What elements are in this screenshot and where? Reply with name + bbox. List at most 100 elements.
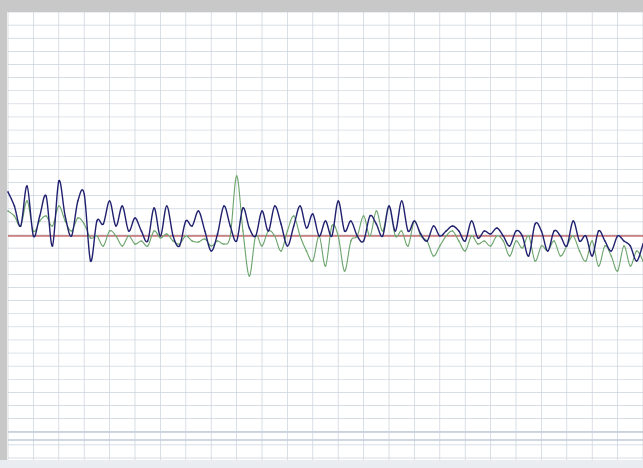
series-point-1 (483, 240, 486, 242)
series-point-1 (51, 225, 54, 227)
series-point-1 (13, 215, 16, 217)
series-point-1 (127, 235, 130, 237)
series-point-1 (96, 235, 98, 237)
series-point-1 (146, 245, 149, 247)
series-point-0 (381, 235, 384, 237)
series-point-0 (350, 220, 352, 222)
series-point-1 (578, 250, 581, 252)
series-point-0 (534, 223, 536, 225)
series-point-0 (394, 230, 397, 232)
series-point-0 (286, 245, 289, 247)
series-point-1 (623, 245, 625, 247)
series-point-1 (102, 245, 105, 247)
series-point-1 (184, 235, 187, 237)
series-point-1 (394, 235, 397, 237)
series-point-0 (515, 230, 517, 232)
series-point-1 (324, 265, 327, 267)
series-point-1 (502, 240, 505, 242)
series-point-0 (356, 235, 359, 237)
series-point-0 (146, 240, 149, 242)
series-point-1 (464, 250, 467, 252)
series-point-1 (572, 235, 575, 237)
series-point-0 (426, 240, 428, 242)
series-point-0 (32, 235, 35, 237)
series-point-0 (210, 250, 213, 252)
series-point-1 (489, 245, 492, 247)
series-point-0 (343, 230, 346, 232)
series-point-1 (45, 215, 47, 217)
series-point-1 (140, 240, 143, 242)
series-point-0 (70, 235, 73, 237)
series-point-0 (572, 220, 575, 222)
series-point-0 (273, 205, 276, 207)
series-point-0 (635, 260, 638, 262)
series-point-0 (115, 225, 117, 227)
series-point-1 (515, 240, 517, 242)
series-point-0 (400, 200, 403, 202)
series-point-1 (432, 255, 435, 257)
series-point-1 (629, 265, 632, 267)
series-point-1 (153, 230, 155, 232)
series-point-1 (292, 215, 295, 217)
series-point-0 (369, 215, 371, 217)
series-point-1 (76, 217, 79, 219)
series-point-0 (546, 250, 549, 252)
series-point-0 (375, 223, 378, 225)
series-point-1 (191, 240, 194, 242)
series-point-0 (235, 240, 238, 242)
series-point-0 (159, 235, 162, 237)
series-point-1 (343, 270, 346, 272)
series-point-1 (235, 175, 238, 177)
series-point-0 (432, 225, 435, 227)
series-point-0 (464, 240, 467, 242)
series-point-1 (337, 235, 340, 237)
series-point-0 (83, 193, 86, 195)
series-point-0 (26, 185, 28, 187)
series-point-0 (13, 205, 16, 207)
series-point-1 (477, 243, 479, 245)
series-point-1 (597, 265, 600, 267)
series-point-0 (565, 245, 568, 247)
series-point-1 (121, 245, 124, 247)
series-point-1 (70, 230, 73, 232)
series-point-0 (477, 237, 479, 239)
series-point-0 (591, 255, 594, 257)
series-point-1 (362, 215, 365, 217)
series-point-0 (102, 223, 105, 225)
series-point-1 (311, 260, 314, 262)
series-point-0 (311, 213, 314, 215)
series-point-0 (178, 245, 181, 247)
series-point-0 (324, 220, 327, 222)
series-point-0 (197, 210, 200, 212)
series-point-1 (134, 243, 136, 245)
series-point-0 (267, 230, 270, 232)
series-point-1 (438, 245, 441, 247)
series-point-0 (108, 200, 111, 202)
series-point-1 (584, 260, 587, 262)
series-point-1 (604, 245, 606, 247)
series-point-0 (457, 230, 460, 232)
series-point-0 (578, 240, 581, 242)
series-point-0 (559, 235, 562, 237)
series-point-1 (521, 247, 524, 249)
series-point-1 (229, 235, 232, 237)
series-point-0 (45, 195, 47, 197)
series-point-1 (457, 240, 460, 242)
series-point-0 (623, 240, 625, 242)
series-point-0 (521, 235, 524, 237)
series-point-0 (57, 180, 60, 182)
series-point-1 (350, 240, 352, 242)
series-point-1 (375, 210, 378, 212)
series-point-0 (172, 235, 175, 237)
series-point-1 (540, 245, 543, 247)
series-point-0 (597, 230, 600, 232)
series-point-0 (508, 245, 511, 247)
series-point-1 (635, 250, 638, 252)
series-point-0 (242, 207, 244, 209)
series-point-0 (616, 235, 619, 237)
series-point-0 (261, 210, 263, 212)
series-point-0 (121, 205, 124, 207)
series-point-0 (413, 220, 416, 222)
series-point-1 (242, 230, 244, 232)
